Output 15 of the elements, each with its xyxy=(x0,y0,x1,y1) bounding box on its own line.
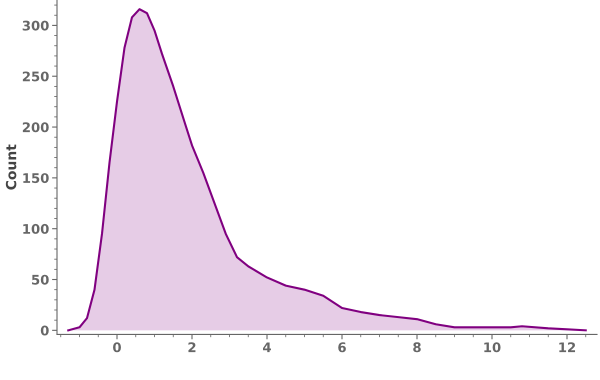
y-tick-label: 50 xyxy=(32,274,49,285)
y-tick-label: 0 xyxy=(40,326,49,336)
y-tick-label: 100 xyxy=(23,224,49,234)
x-tick-label: 2 xyxy=(188,342,196,352)
y-tick-label: 200 xyxy=(22,122,49,132)
x-tick-label: 12 xyxy=(559,342,576,352)
x-tick-label: 0 xyxy=(113,342,121,352)
x-tick-label: 6 xyxy=(338,342,346,352)
x-tick-label: 8 xyxy=(413,342,421,352)
y-tick-label: 150 xyxy=(23,173,49,184)
y-tick-label: 300 xyxy=(22,20,49,31)
y-tick-label: 250 xyxy=(22,71,49,82)
y-axis-title: Count xyxy=(6,144,16,190)
x-tick-label: 4 xyxy=(263,342,271,352)
x-tick-label: 10 xyxy=(484,342,501,352)
